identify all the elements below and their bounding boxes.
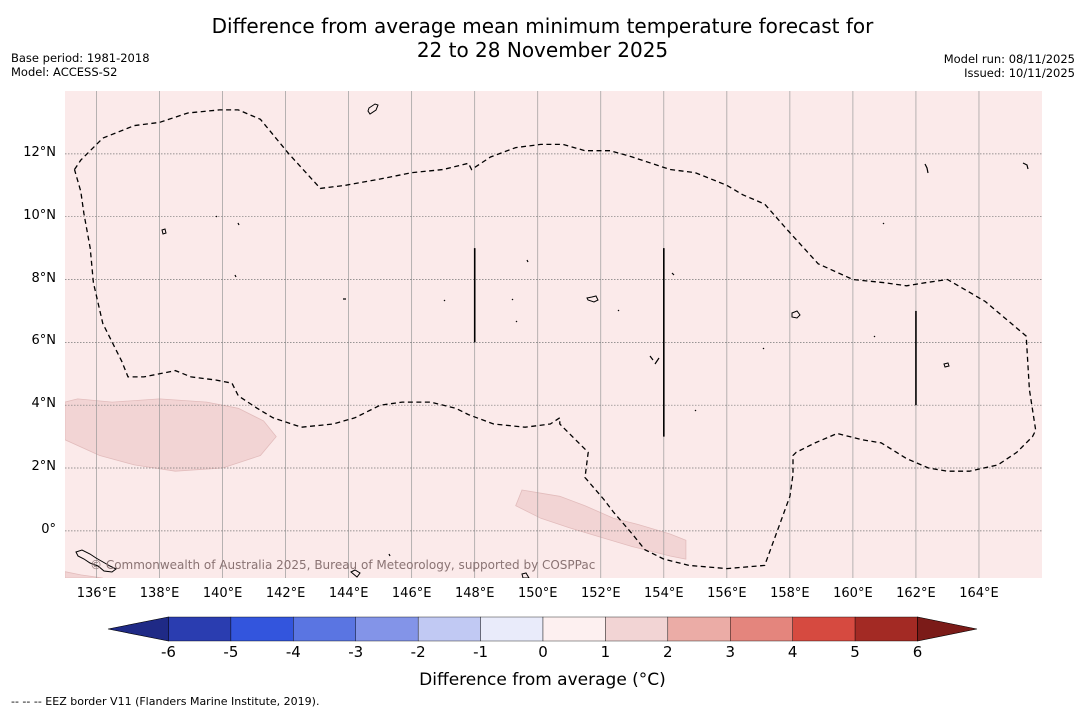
anomaly-region	[65, 398, 277, 472]
x-tick-label: 136°E	[76, 586, 117, 601]
map-title: Difference from average mean minimum tem…	[0, 14, 1085, 62]
colorbar-extend-min	[107, 616, 169, 642]
colorbar-segment	[854, 616, 918, 642]
eez-border-layer	[73, 109, 1037, 570]
x-tick-label: 140°E	[202, 586, 243, 601]
colorbar-segment	[230, 616, 294, 642]
y-tick-label: 12°N	[23, 144, 56, 160]
colorbar-tick-label: -1	[473, 643, 489, 661]
colorbar-tick-label: 4	[787, 643, 798, 661]
colorbar-tick-label: -3	[348, 643, 364, 661]
colorbar-segment	[605, 616, 669, 642]
island-outline	[521, 572, 530, 578]
base-period-text: Base period: 1981-2018	[11, 51, 150, 65]
colorbar-tick-label: 2	[663, 643, 673, 661]
x-tick-label: 160°E	[833, 586, 873, 601]
x-tick-label: 158°E	[770, 586, 810, 601]
x-tick-label: 146°E	[391, 586, 432, 601]
colorbar-extend-max	[917, 616, 978, 642]
x-tick-label: 162°E	[896, 586, 936, 601]
island-outline	[350, 569, 361, 578]
island-outline	[791, 310, 801, 319]
y-tick-label: 2°N	[31, 459, 57, 475]
island-outline	[75, 549, 117, 573]
colorbar-tick-label: 6	[912, 643, 923, 661]
x-tick-label: 154°E	[644, 586, 684, 601]
colorbar-tick-label: 3	[725, 643, 736, 661]
x-tick-label: 148°E	[454, 586, 495, 601]
issued-text: Issued: 10/11/2025	[964, 66, 1075, 80]
colorbar-segment	[542, 616, 606, 642]
copyright-text: © Commonwealth of Australia 2025, Bureau…	[90, 558, 596, 572]
island-dot	[215, 162, 1029, 557]
islands-layer	[75, 103, 1029, 578]
colorbar-segment	[792, 616, 856, 642]
colorbar-tick-label: -2	[410, 643, 426, 661]
colorbar-tick-label: -4	[285, 643, 301, 661]
x-tick-label: 138°E	[139, 586, 180, 601]
y-tick-label: 4°N	[31, 396, 57, 412]
y-tick-label: 6°N	[31, 333, 57, 349]
model-run-text: Model run: 08/11/2025	[943, 52, 1075, 66]
x-tick-label: 164°E	[959, 586, 999, 601]
y-tick-label: 10°N	[23, 207, 56, 223]
x-tick-label: 142°E	[265, 586, 306, 601]
eez-border	[73, 109, 1037, 570]
colorbar-tick-label: 0	[538, 643, 548, 661]
x-tick-label: 152°E	[581, 586, 621, 601]
colorbar-segment	[667, 616, 731, 642]
model-text: Model: ACCESS-S2	[11, 65, 118, 79]
colorbar-tick-label: -6	[161, 643, 176, 661]
colorbar-segment	[417, 616, 481, 642]
colorbar-segment	[293, 616, 356, 642]
island-outline	[943, 362, 950, 368]
y-tick-label: 8°N	[31, 270, 57, 286]
y-tick-label: 0°	[41, 521, 56, 537]
title-line-2: 22 to 28 November 2025	[416, 38, 669, 62]
meta-left: Base period: 1981-2018 Model: ACCESS-S2	[11, 51, 150, 79]
x-tick-label: 156°E	[707, 586, 747, 601]
colorbar-tick-label: 5	[850, 643, 860, 661]
colorbar-segment	[355, 616, 419, 642]
island-outline	[161, 228, 167, 235]
x-tick-label: 150°E	[517, 586, 558, 601]
colorbar-segment	[168, 616, 232, 642]
colorbar-segment	[480, 616, 544, 642]
colorbar-tick-label: 1	[600, 643, 611, 661]
colorbar-segment	[730, 616, 793, 642]
meta-right: Model run: 08/11/2025 Issued: 10/11/2025	[944, 52, 1075, 80]
colorbar-tick-label: -5	[223, 643, 239, 661]
anomaly-region	[65, 571, 103, 578]
island-outline	[367, 103, 379, 115]
eez-footnote: -- -- -- EEZ border V11 (Flanders Marine…	[11, 695, 320, 708]
colorbar-label: Difference from average (°C)	[419, 670, 666, 690]
x-tick-label: 144°E	[328, 586, 369, 601]
title-line-1: Difference from average mean minimum tem…	[211, 14, 874, 38]
island-outline	[586, 295, 599, 303]
